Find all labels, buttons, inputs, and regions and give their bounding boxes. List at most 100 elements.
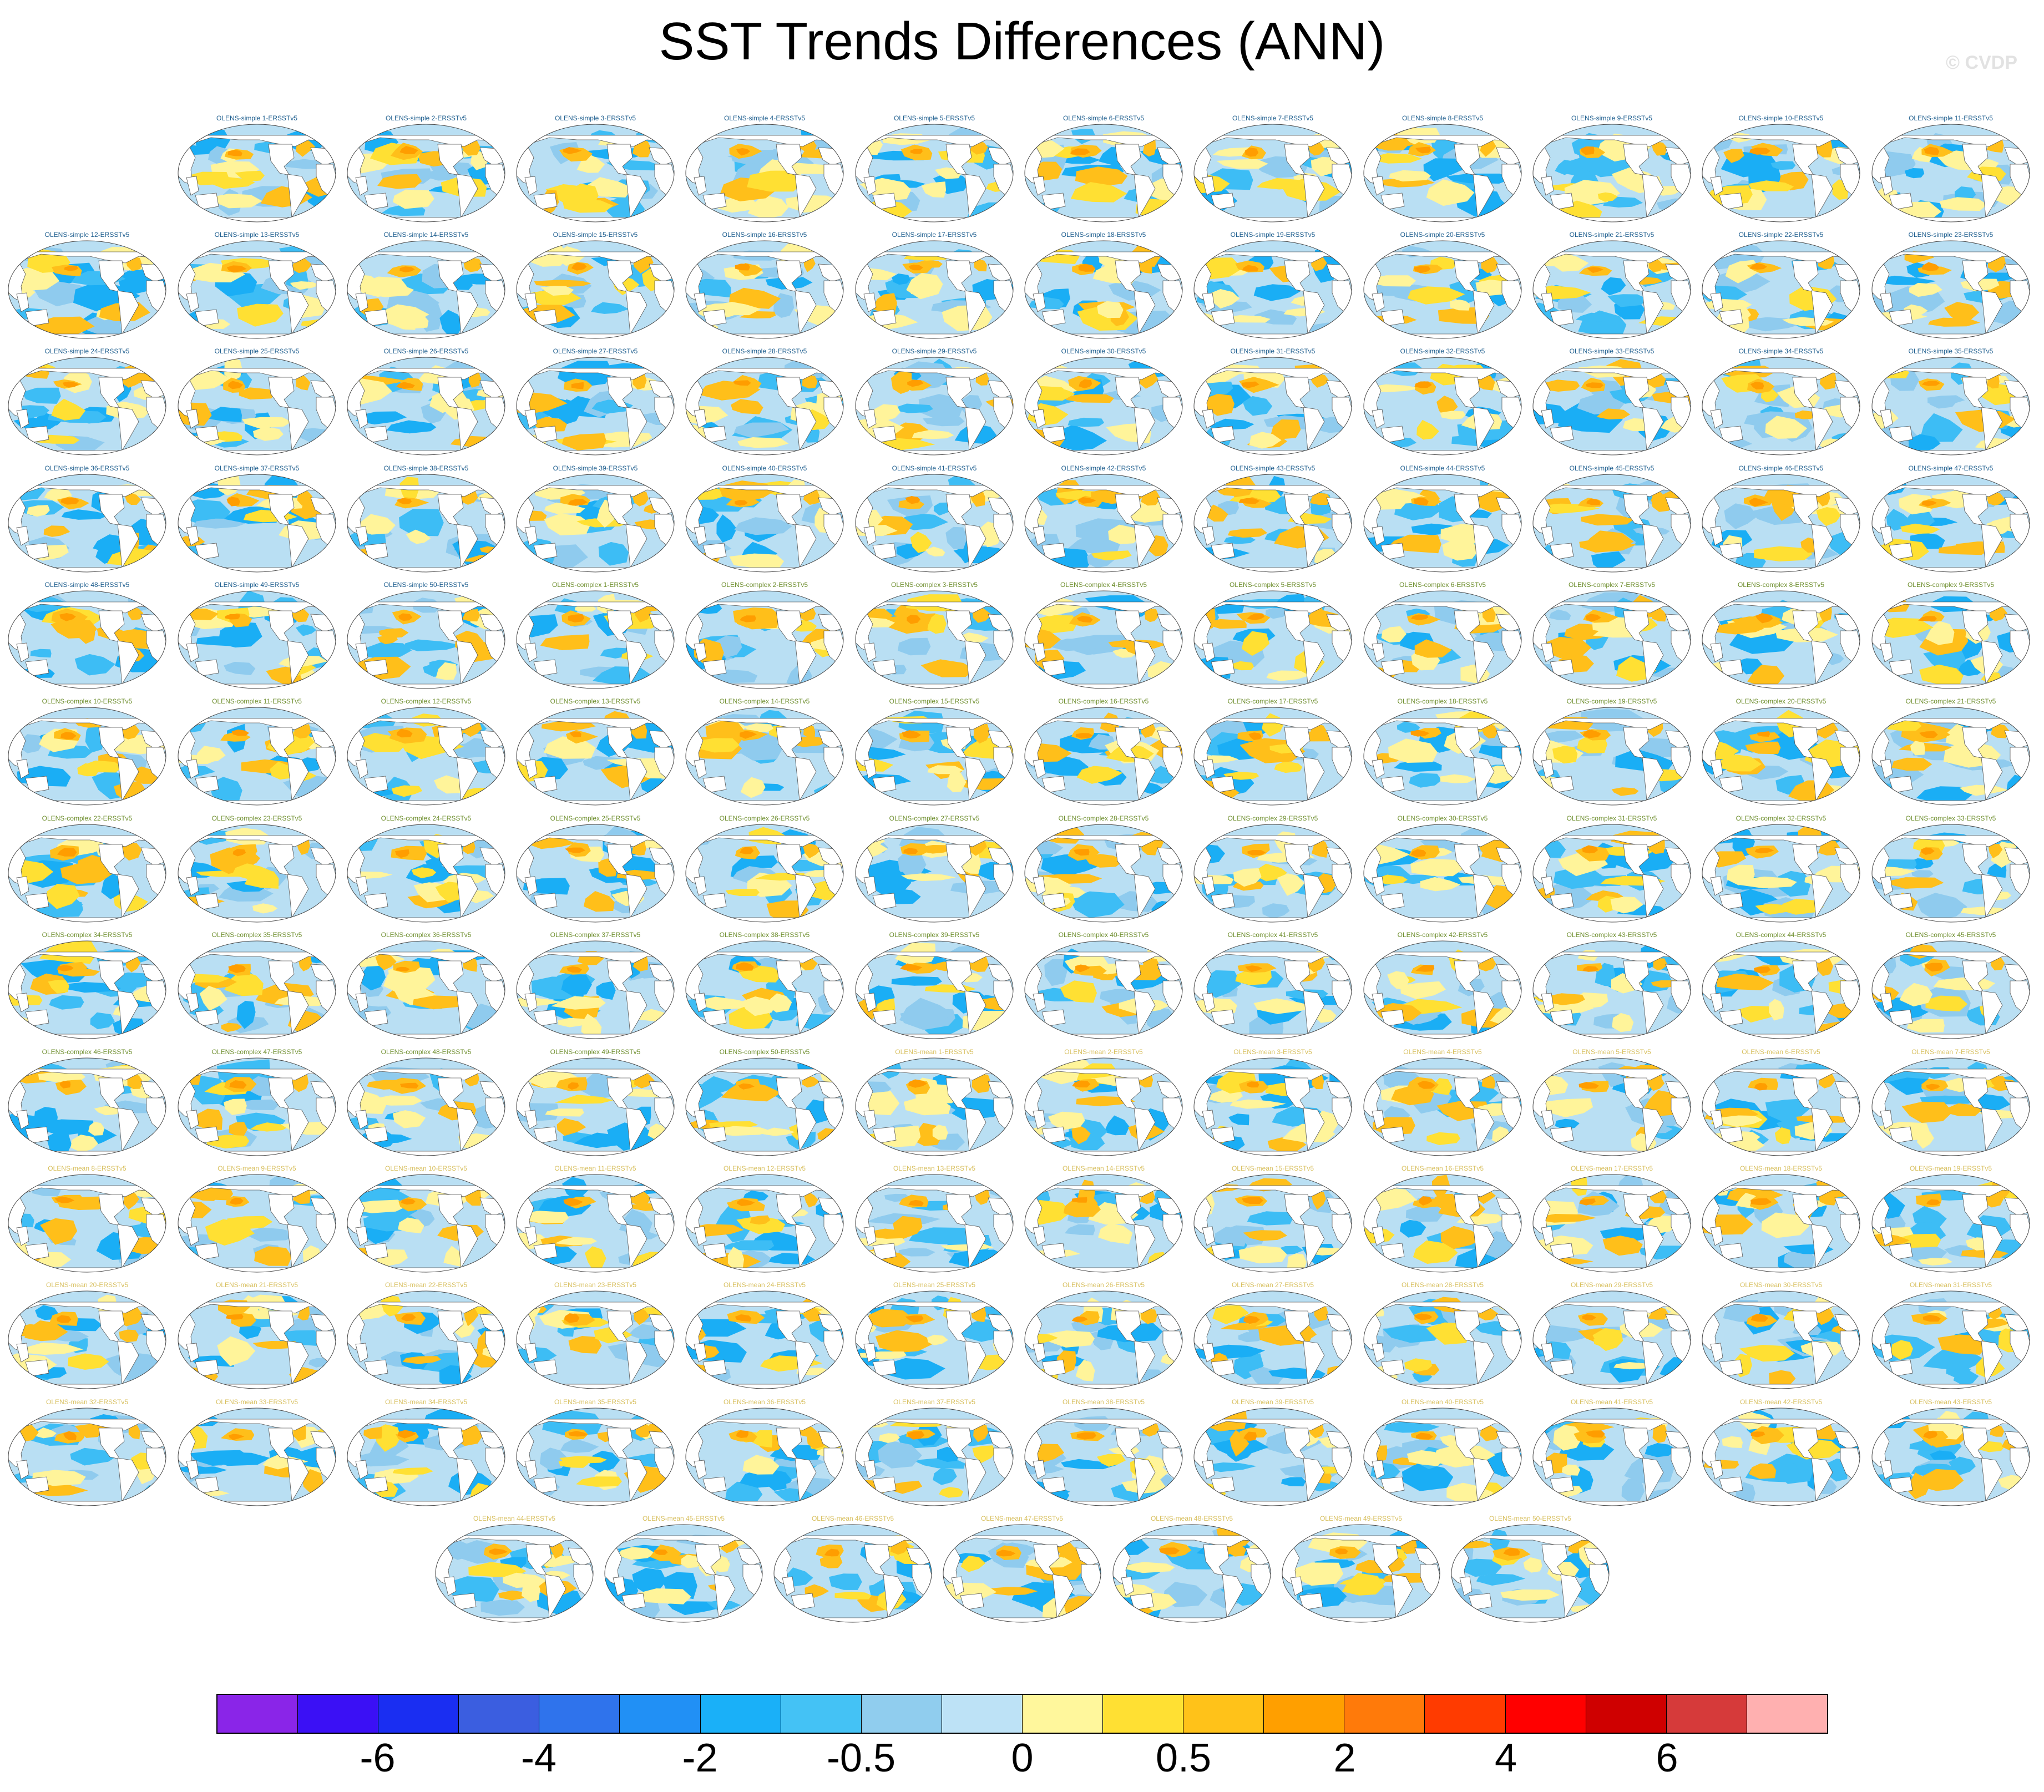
negative-anomaly-region bbox=[1409, 773, 1442, 788]
positive-anomaly-region bbox=[1266, 670, 1310, 681]
continent-landmass bbox=[1623, 144, 1650, 176]
continent-landmass bbox=[437, 727, 464, 759]
continent-landmass bbox=[1889, 659, 1913, 677]
continent-landmass bbox=[795, 407, 817, 452]
continent-landmass bbox=[606, 260, 633, 292]
north-pacific-warm-core bbox=[399, 146, 418, 154]
panel-title: OLENS-simple 11-ERSSTv5 bbox=[1909, 114, 1993, 122]
positive-anomaly-region bbox=[1327, 1366, 1347, 1378]
continent-landmass bbox=[25, 659, 49, 677]
panel-title: OLENS-mean 34-ERSSTv5 bbox=[384, 1398, 468, 1406]
continent-landmass bbox=[1303, 524, 1325, 569]
panel-title: OLENS-complex 30-ERSSTv5 bbox=[1397, 814, 1488, 822]
positive-anomaly-region bbox=[1208, 289, 1240, 309]
panel-title: OLENS-complex 2-ERSSTv5 bbox=[721, 581, 808, 589]
sst-trend-difference-map bbox=[855, 1057, 1014, 1156]
north-pacific-warm-core bbox=[1411, 849, 1426, 857]
continent-landmass bbox=[98, 727, 125, 759]
north-pacific-warm-core bbox=[1921, 500, 1937, 507]
sst-trend-difference-map bbox=[685, 824, 844, 923]
positive-anomaly-region bbox=[544, 513, 591, 535]
positive-anomaly-region bbox=[8, 994, 43, 1006]
continent-landmass bbox=[1880, 526, 1893, 546]
map-frame bbox=[855, 124, 1014, 222]
positive-anomaly-region bbox=[250, 1122, 289, 1132]
map-panel: OLENS-simple 24-ERSSTv5 bbox=[7, 347, 168, 457]
positive-anomaly-region bbox=[379, 628, 409, 639]
panel-title: OLENS-simple 19-ERSSTv5 bbox=[1230, 231, 1316, 239]
map-frame bbox=[347, 590, 505, 689]
panel-title: OLENS-mean 42-ERSSTv5 bbox=[1739, 1398, 1823, 1406]
panel-title: OLENS-simple 16-ERSSTv5 bbox=[722, 231, 807, 239]
continent-landmass bbox=[98, 960, 125, 993]
panel-title: OLENS-simple 18-ERSSTv5 bbox=[1061, 231, 1146, 239]
north-pacific-warm-core bbox=[905, 496, 920, 504]
negative-anomaly-region bbox=[1886, 509, 1911, 531]
positive-anomaly-region bbox=[729, 287, 781, 309]
panel-title: OLENS-complex 50-ERSSTv5 bbox=[719, 1048, 810, 1056]
north-pacific-warm-core bbox=[1242, 265, 1259, 272]
positive-anomaly-region bbox=[1720, 754, 1762, 772]
continent-landmass bbox=[195, 659, 219, 677]
continent-landmass bbox=[625, 874, 647, 919]
positive-anomaly-region bbox=[406, 529, 431, 544]
continent-landmass bbox=[702, 1126, 727, 1144]
map-panel: OLENS-mean 41-ERSSTv5 bbox=[1531, 1398, 1692, 1508]
map-panel: OLENS-complex 6-ERSSTv5 bbox=[1362, 581, 1523, 691]
map-frame bbox=[516, 357, 675, 455]
north-pacific-warm-core bbox=[228, 381, 244, 389]
north-pacific-warm-core bbox=[1414, 266, 1431, 274]
panel-title: OLENS-mean 32-ERSSTv5 bbox=[45, 1398, 129, 1406]
positive-anomaly-region bbox=[581, 1014, 602, 1039]
panel-title: OLENS-complex 9-ERSSTv5 bbox=[1907, 581, 1995, 589]
positive-anomaly-region bbox=[1925, 995, 1968, 1011]
sst-trend-difference-map bbox=[1532, 824, 1691, 923]
continent-landmass bbox=[533, 776, 558, 793]
panel-title: OLENS-complex 12-ERSSTv5 bbox=[381, 697, 472, 705]
sst-trend-difference-map bbox=[8, 590, 166, 689]
map-frame bbox=[1702, 240, 1860, 339]
continent-landmass bbox=[1211, 1009, 1235, 1027]
sst-trend-difference-map bbox=[855, 124, 1014, 222]
positive-anomaly-region bbox=[563, 199, 613, 213]
sst-trend-difference-map bbox=[178, 1290, 336, 1389]
positive-anomaly-region bbox=[11, 1242, 29, 1258]
negative-anomaly-region bbox=[30, 649, 52, 658]
panel-title: OLENS-complex 46-ERSSTv5 bbox=[42, 1048, 133, 1056]
continent-landmass bbox=[1719, 543, 1743, 560]
negative-anomaly-region bbox=[1544, 731, 1585, 743]
continent-landmass bbox=[1380, 426, 1405, 443]
sst-trend-difference-map bbox=[1702, 474, 1860, 573]
positive-anomaly-region bbox=[1889, 877, 1944, 889]
map-panel: OLENS-complex 34-ERSSTv5 bbox=[7, 931, 168, 1041]
map-frame bbox=[347, 940, 505, 1039]
continent-landmass bbox=[1380, 193, 1405, 210]
map-panel: OLENS-mean 23-ERSSTv5 bbox=[515, 1281, 676, 1391]
panel-title: OLENS-complex 48-ERSSTv5 bbox=[381, 1048, 472, 1056]
continent-landmass bbox=[1792, 494, 1819, 526]
panel-title: OLENS-complex 31-ERSSTv5 bbox=[1566, 814, 1657, 822]
map-panel: OLENS-simple 26-ERSSTv5 bbox=[346, 347, 507, 457]
panel-title: OLENS-simple 47-ERSSTv5 bbox=[1908, 464, 1994, 472]
negative-anomaly-region bbox=[361, 961, 386, 991]
positive-anomaly-region bbox=[47, 884, 80, 909]
positive-anomaly-region bbox=[1216, 159, 1268, 169]
panel-title: OLENS-mean 5-ERSSTv5 bbox=[1572, 1048, 1651, 1056]
continent-landmass bbox=[945, 727, 972, 759]
continent-landmass bbox=[1550, 893, 1574, 910]
north-pacific-warm-core bbox=[910, 149, 923, 154]
continent-landmass bbox=[98, 494, 125, 526]
continent-landmass bbox=[702, 309, 727, 327]
positive-anomaly-region bbox=[540, 286, 574, 296]
sst-trend-difference-map bbox=[685, 1408, 844, 1506]
north-pacific-warm-core bbox=[226, 497, 240, 507]
continent-landmass bbox=[16, 292, 29, 312]
continent-landmass bbox=[863, 176, 877, 196]
map-frame bbox=[178, 940, 336, 1039]
sst-trend-difference-map bbox=[1024, 1174, 1183, 1273]
north-pacific-warm-core bbox=[1073, 848, 1090, 856]
continent-landmass bbox=[1623, 494, 1650, 526]
continent-landmass bbox=[355, 526, 368, 546]
continent-landmass bbox=[1473, 290, 1495, 335]
continent-landmass bbox=[1473, 757, 1495, 802]
